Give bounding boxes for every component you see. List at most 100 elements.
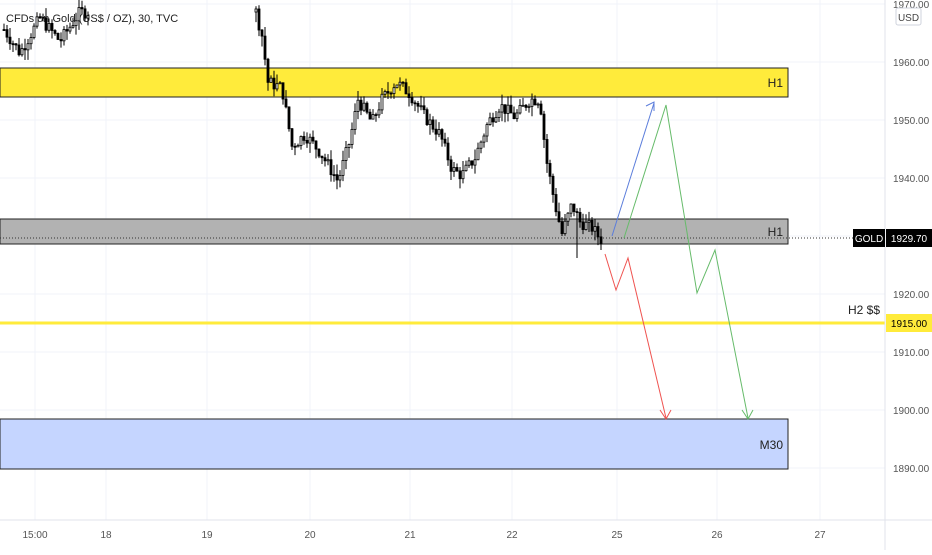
candle[interactable] <box>344 140 348 170</box>
candle[interactable] <box>446 137 450 166</box>
candle[interactable] <box>392 83 396 99</box>
candle[interactable] <box>47 18 51 33</box>
candle[interactable] <box>533 95 537 106</box>
candle[interactable] <box>35 12 39 29</box>
candle[interactable] <box>71 17 75 29</box>
candle[interactable] <box>362 96 366 112</box>
candle[interactable] <box>515 109 519 122</box>
candle[interactable] <box>341 150 345 182</box>
candle[interactable] <box>422 97 426 115</box>
candle[interactable] <box>449 155 453 181</box>
candle[interactable] <box>347 143 351 158</box>
h1-lower-zone[interactable] <box>0 218 789 245</box>
candle[interactable] <box>275 74 279 92</box>
candle[interactable] <box>299 135 303 150</box>
candle[interactable] <box>83 5 87 22</box>
candle[interactable] <box>32 23 36 40</box>
candle[interactable] <box>5 24 9 43</box>
candle[interactable] <box>470 160 474 169</box>
candle[interactable] <box>254 6 258 23</box>
candle[interactable] <box>572 203 576 217</box>
candle[interactable] <box>20 43 24 57</box>
candle[interactable] <box>530 93 534 117</box>
candle[interactable] <box>566 212 570 226</box>
candle[interactable] <box>278 80 282 85</box>
candle[interactable] <box>62 26 66 46</box>
green-projection-arrow[interactable] <box>623 104 749 419</box>
candle[interactable] <box>395 84 399 89</box>
candle[interactable] <box>359 96 363 116</box>
candle[interactable] <box>314 140 318 159</box>
candle[interactable] <box>416 100 420 113</box>
candle[interactable] <box>338 170 342 188</box>
candle[interactable] <box>482 133 486 148</box>
m30-zone[interactable] <box>0 418 789 470</box>
candle[interactable] <box>65 24 69 40</box>
candle[interactable] <box>488 112 492 126</box>
candle[interactable] <box>323 153 327 167</box>
candle[interactable] <box>419 95 423 111</box>
candle[interactable] <box>521 97 525 107</box>
candle[interactable] <box>53 29 57 36</box>
candle[interactable] <box>503 104 507 123</box>
candle[interactable] <box>596 222 600 246</box>
candle[interactable] <box>263 26 267 66</box>
candle[interactable] <box>491 112 495 127</box>
candle[interactable] <box>365 101 369 115</box>
candle[interactable] <box>443 132 447 147</box>
candle[interactable] <box>584 214 588 231</box>
candle[interactable] <box>368 108 372 120</box>
candle[interactable] <box>2 23 6 31</box>
candle[interactable] <box>272 70 276 97</box>
blue-projection-arrow[interactable] <box>611 102 655 237</box>
candle[interactable] <box>431 116 435 133</box>
candle[interactable] <box>260 29 264 47</box>
candle[interactable] <box>413 100 417 112</box>
candle[interactable] <box>455 163 459 172</box>
candle[interactable] <box>383 89 387 98</box>
red-projection-arrow[interactable] <box>604 253 667 419</box>
candle[interactable] <box>293 143 297 156</box>
candle[interactable] <box>56 32 60 40</box>
candle[interactable] <box>560 217 564 236</box>
candle[interactable] <box>401 81 405 87</box>
candle[interactable] <box>284 90 288 109</box>
candle[interactable] <box>509 95 513 114</box>
candle[interactable] <box>494 111 498 123</box>
candle[interactable] <box>407 86 411 107</box>
candle[interactable] <box>77 0 81 30</box>
candle[interactable] <box>8 27 12 50</box>
candle[interactable] <box>335 164 339 190</box>
candle[interactable] <box>29 33 33 50</box>
candle[interactable] <box>86 11 90 26</box>
candle[interactable] <box>563 213 567 236</box>
candle[interactable] <box>593 219 597 241</box>
candle[interactable] <box>548 159 552 185</box>
time-axis[interactable]: 15:00 18 19 20 21 22 25 26 27 <box>22 530 826 541</box>
candle[interactable] <box>581 213 585 235</box>
candle[interactable] <box>17 37 21 57</box>
candle[interactable] <box>518 99 522 115</box>
candle[interactable] <box>545 134 549 173</box>
candle[interactable] <box>41 13 45 22</box>
candle[interactable] <box>467 157 471 168</box>
candle[interactable] <box>440 128 444 147</box>
candle[interactable] <box>539 100 543 116</box>
candle[interactable] <box>296 143 300 148</box>
candle[interactable] <box>269 75 273 83</box>
candle[interactable] <box>266 57 270 91</box>
candle[interactable] <box>14 42 18 51</box>
candle[interactable] <box>551 173 555 203</box>
candle[interactable] <box>587 211 591 233</box>
candle[interactable] <box>554 188 558 217</box>
candle[interactable] <box>428 113 432 135</box>
candle[interactable] <box>479 140 483 154</box>
candle[interactable] <box>329 150 333 182</box>
candle[interactable] <box>80 0 84 15</box>
candle[interactable] <box>434 119 438 141</box>
candle[interactable] <box>542 110 546 149</box>
candle[interactable] <box>389 91 393 99</box>
candle[interactable] <box>281 82 285 105</box>
candle[interactable] <box>461 160 465 184</box>
